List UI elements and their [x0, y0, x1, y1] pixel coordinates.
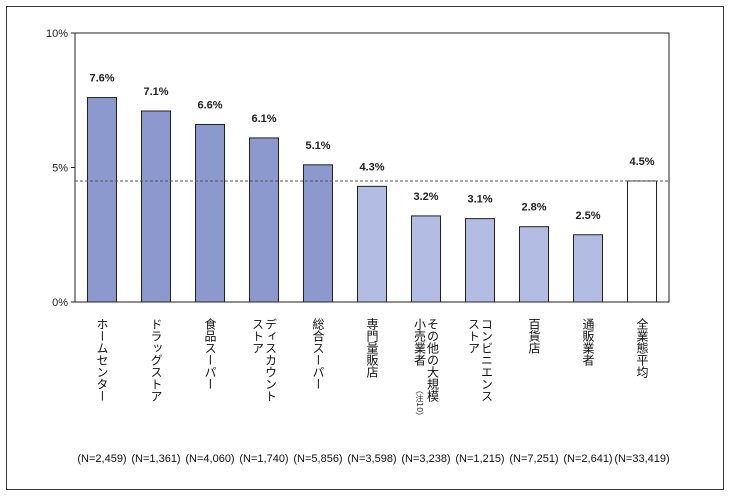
- bar: [141, 110, 171, 303]
- category-note: （注10）: [415, 386, 424, 420]
- data-label: 6.1%: [251, 113, 276, 125]
- bar: [87, 97, 117, 303]
- category-label: 全業態平均: [635, 317, 649, 379]
- bar: [195, 123, 225, 303]
- category-label: ストア: [251, 318, 265, 354]
- bar: [411, 215, 441, 303]
- category-label: 総合スーパー: [311, 318, 325, 390]
- sample-size-label: (N=1,215): [455, 453, 504, 465]
- category-label: 通販業者: [581, 318, 595, 367]
- bar: [303, 164, 333, 303]
- data-label: 6.6%: [197, 99, 222, 111]
- category-label: ドラッグストア: [149, 318, 163, 402]
- category-label: コンビニエンス: [480, 318, 494, 402]
- category-label: 専門量販店: [365, 318, 379, 378]
- category-label: ストア: [467, 318, 481, 354]
- category-label: 食品スーパー: [203, 317, 217, 390]
- category-label: 百貨店: [527, 318, 541, 354]
- sample-size-label: (N=33,419): [614, 453, 669, 465]
- bar: [573, 234, 603, 303]
- bar: [249, 137, 279, 303]
- sample-size-label: (N=1,740): [239, 453, 288, 465]
- category-label: ディスカウント: [264, 318, 278, 402]
- sample-size-label: (N=2,641): [563, 453, 612, 465]
- category-label: ホームセンター: [95, 318, 109, 402]
- data-label: 3.1%: [467, 194, 492, 206]
- data-label: 2.8%: [521, 202, 546, 214]
- sample-size-label: (N=5,856): [293, 453, 342, 465]
- bar: [627, 180, 657, 303]
- data-label: 5.1%: [305, 140, 330, 152]
- data-label: 4.3%: [359, 161, 384, 173]
- data-label: 2.5%: [575, 210, 600, 222]
- y-tick-label: 0%: [52, 297, 68, 309]
- y-tick-label: 10%: [46, 28, 68, 40]
- sample-size-label: (N=7,251): [509, 453, 558, 465]
- sample-size-label: (N=3,238): [401, 453, 450, 465]
- category-label: 小売業者: [413, 318, 427, 367]
- bar: [357, 185, 387, 303]
- data-label: 3.2%: [413, 191, 438, 203]
- category-label: その他の大規模: [426, 318, 440, 402]
- data-label: 4.5%: [629, 156, 654, 168]
- data-label: 7.1%: [143, 86, 168, 98]
- y-tick-label: 5%: [52, 163, 68, 175]
- data-label: 7.6%: [89, 73, 114, 85]
- bar: [519, 226, 549, 303]
- sample-size-label: (N=3,598): [347, 453, 396, 465]
- sample-size-label: (N=4,060): [185, 453, 234, 465]
- sample-size-label: (N=2,459): [77, 453, 126, 465]
- bar: [465, 218, 495, 303]
- sample-size-label: (N=1,361): [131, 453, 180, 465]
